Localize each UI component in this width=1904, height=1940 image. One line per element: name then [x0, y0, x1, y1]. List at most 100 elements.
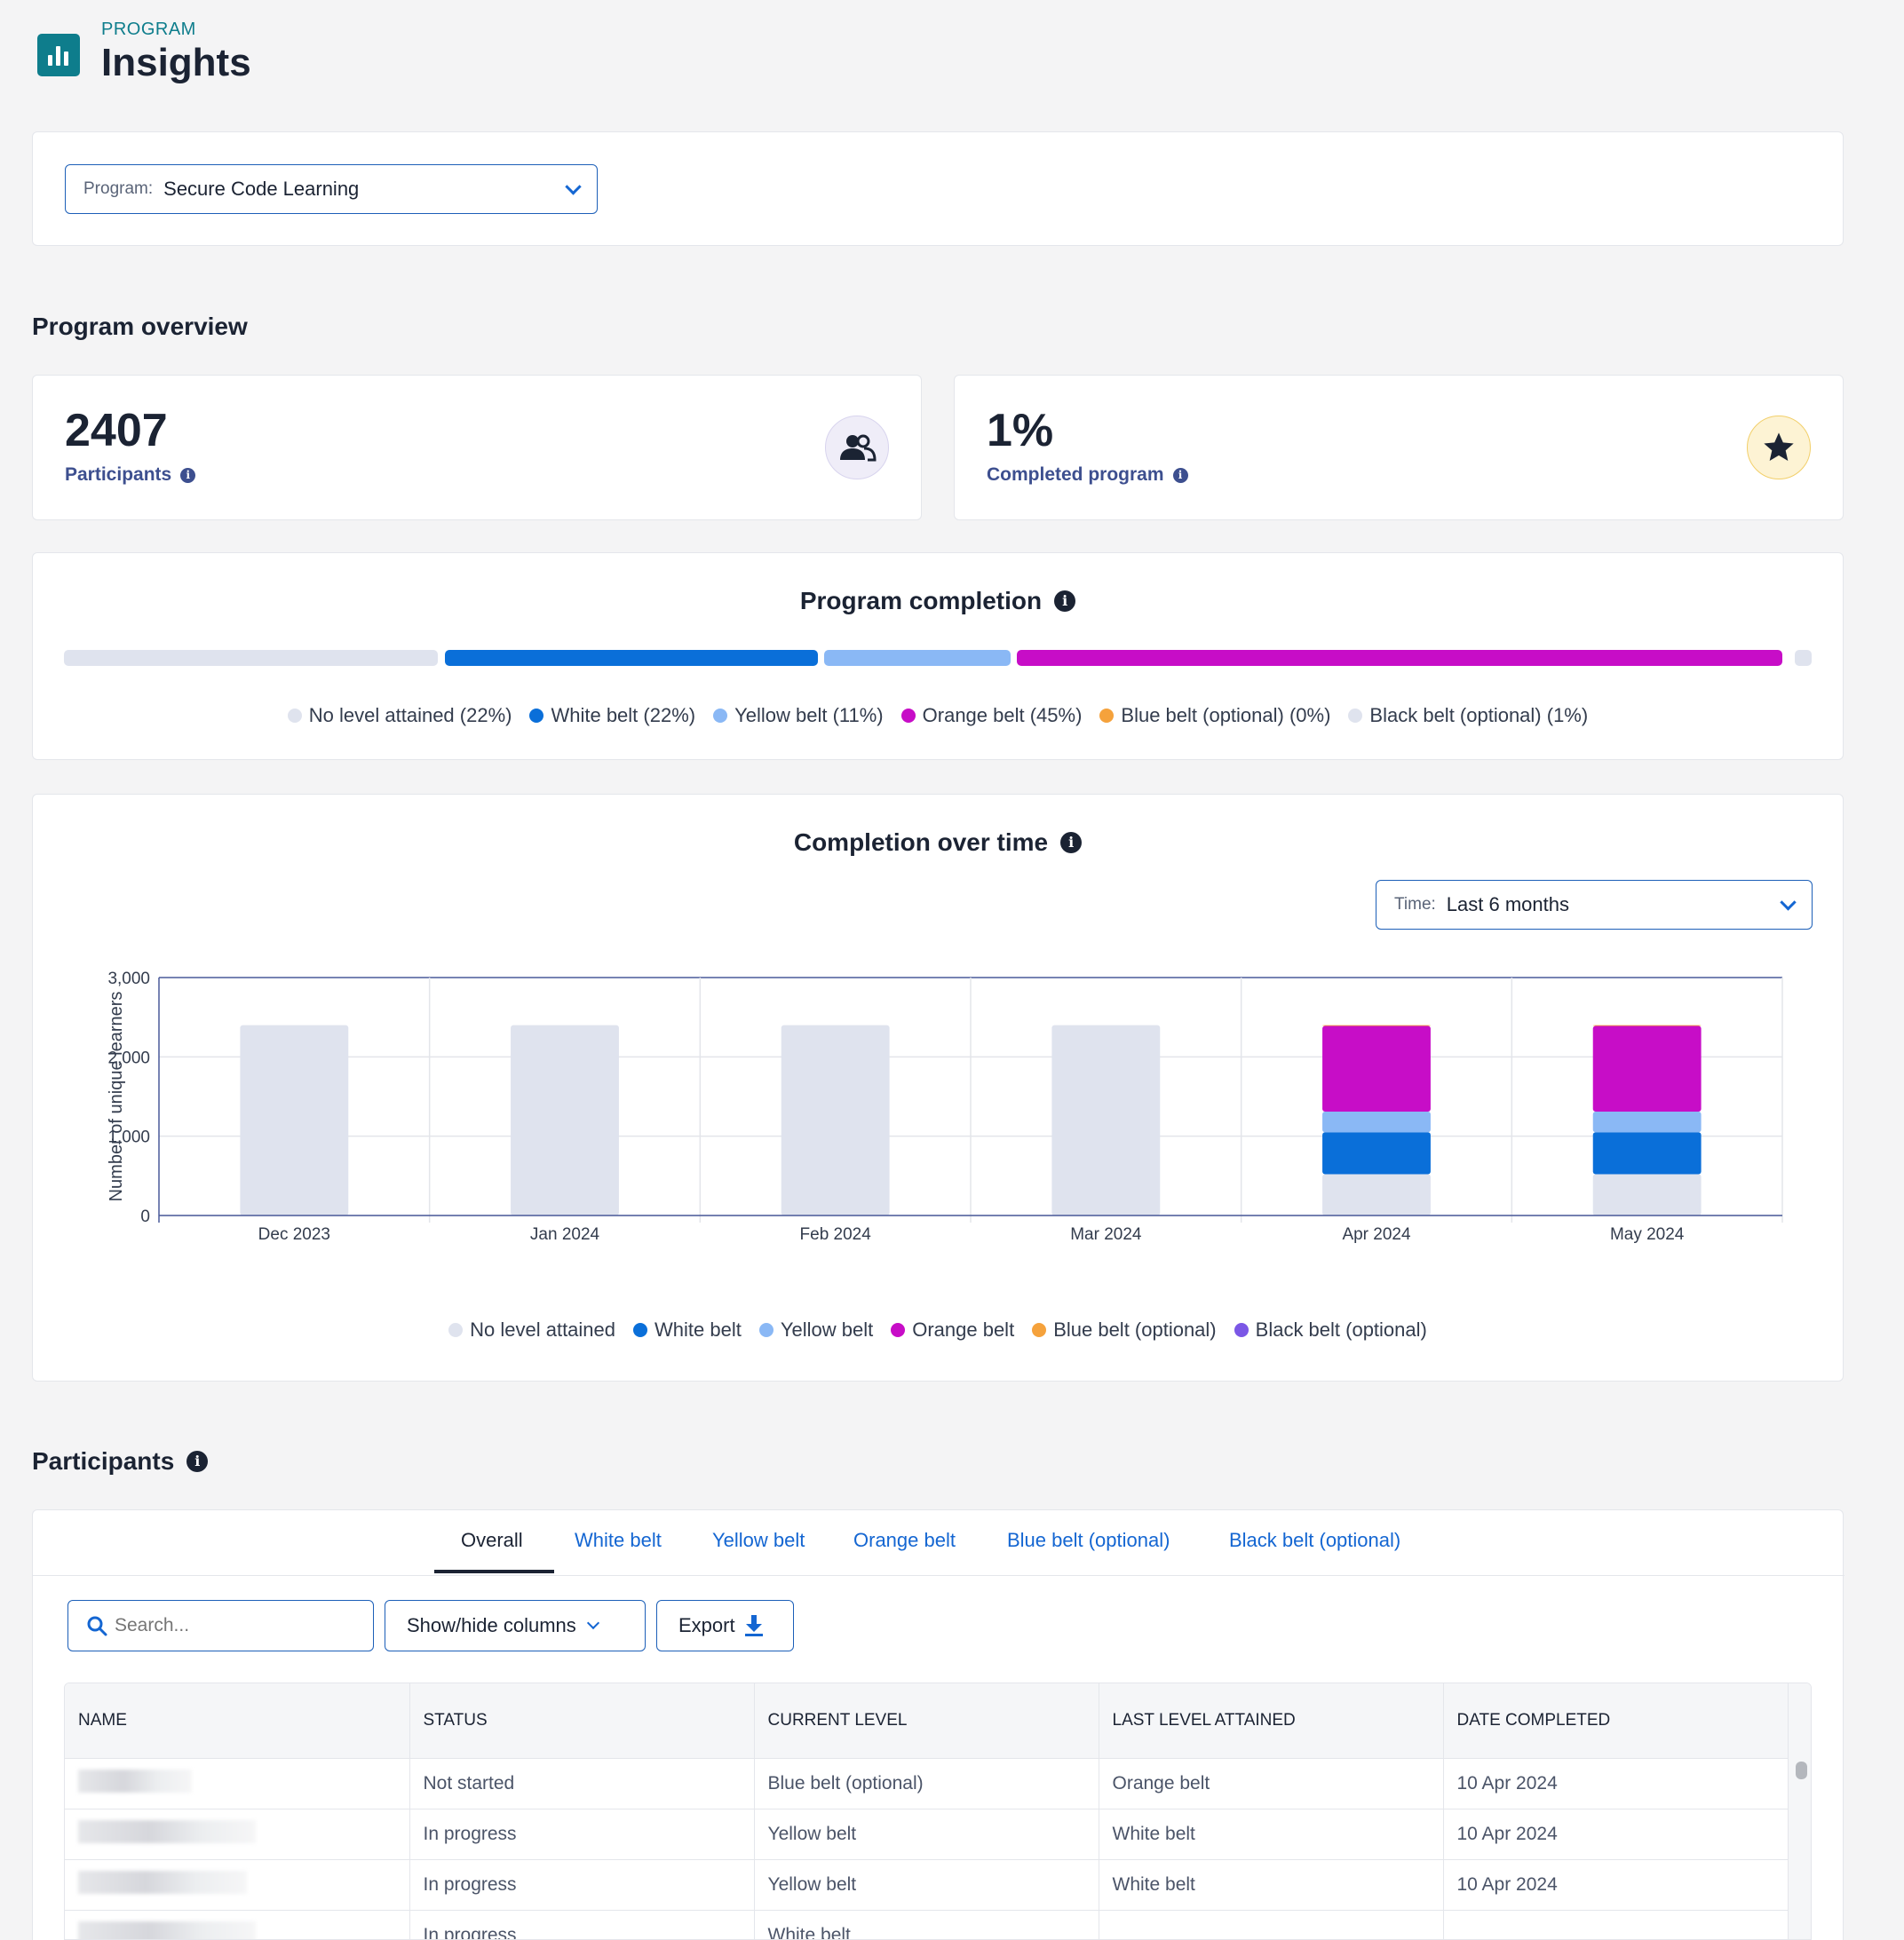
participants-header: Participants i: [32, 1447, 209, 1476]
legend-label: Yellow belt: [780, 1318, 874, 1341]
completion-over-time-title: Completion over time i: [33, 828, 1843, 857]
table-row[interactable]: In progress Yellow belt White belt 10 Ap…: [65, 1859, 1789, 1911]
info-icon[interactable]: i: [1172, 467, 1188, 483]
scrollbar-thumb[interactable]: [1796, 1762, 1807, 1779]
completion-legend-item[interactable]: White belt (22%): [529, 704, 695, 727]
time-legend-item[interactable]: Blue belt (optional): [1032, 1318, 1217, 1342]
bar-yellow-belt: [1322, 1111, 1431, 1133]
completion-over-time-chart: 0 1,000 2,000 3,000 Dec 2023 Jan 2024 Feb 2024…: [107, 970, 1783, 1244]
time-legend-item[interactable]: Yellow belt: [758, 1318, 874, 1342]
export-button[interactable]: Export: [656, 1600, 794, 1651]
table-row[interactable]: Not started Blue belt (optional) Orange …: [65, 1758, 1789, 1809]
users-icon: [825, 416, 889, 479]
time-legend-item[interactable]: No level attained: [448, 1318, 615, 1342]
tab-orange-belt[interactable]: Orange belt: [853, 1529, 956, 1551]
tab-black-belt-optional[interactable]: Black belt (optional): [1229, 1529, 1401, 1551]
tab-white-belt[interactable]: White belt: [575, 1529, 662, 1551]
info-icon[interactable]: i: [1054, 590, 1076, 612]
status-cell: In progress: [409, 1859, 755, 1911]
time-select[interactable]: Time: Last 6 months: [1376, 880, 1813, 930]
tabs-divider: [33, 1575, 1844, 1576]
legend-dot: [891, 1323, 906, 1337]
completion-legend-item[interactable]: Blue belt (optional) (0%): [1099, 704, 1330, 727]
table-scrollbar[interactable]: [1788, 1683, 1811, 1939]
chevron-down-icon: [586, 1616, 599, 1630]
column-header-name[interactable]: NAME: [65, 1683, 410, 1759]
legend-label: White belt (22%): [551, 704, 696, 726]
chevron-down-icon: [565, 178, 582, 195]
x-tick-label: Feb 2024: [800, 1225, 872, 1244]
tab-blue-belt-optional[interactable]: Blue belt (optional): [1007, 1529, 1170, 1551]
tab-overall[interactable]: Overall: [461, 1529, 523, 1551]
date-completed-cell: [1443, 1910, 1789, 1939]
completion-segment-orange-belt: [1017, 650, 1782, 666]
bar-no-level-attained: [1051, 1025, 1161, 1215]
table-header-row: NAME STATUS CURRENT LEVEL LAST LEVEL ATT…: [65, 1683, 1789, 1759]
tab-yellow-belt[interactable]: Yellow belt: [712, 1529, 805, 1551]
participants-table: NAME STATUS CURRENT LEVEL LAST LEVEL ATT…: [65, 1683, 1789, 1939]
current-level-cell: Yellow belt: [754, 1859, 1099, 1911]
time-legend-item[interactable]: Orange belt: [891, 1318, 1014, 1342]
program-select-label: Program:: [83, 179, 154, 198]
search-field[interactable]: [67, 1600, 374, 1651]
completed-percent: 1%: [987, 405, 1054, 456]
completion-segment-no-level: [64, 650, 438, 666]
completion-legend-item[interactable]: Yellow belt (11%): [713, 704, 884, 727]
download-icon: [744, 1615, 763, 1636]
completion-segment-black-belt: [1795, 650, 1812, 666]
redacted-name: [78, 1769, 192, 1793]
page-title: Insights: [101, 41, 251, 84]
legend-label: White belt: [654, 1318, 742, 1341]
completion-over-time-legend: No level attained White belt Yellow belt Or…: [33, 1318, 1843, 1342]
participants-title: Participants: [32, 1447, 175, 1475]
completed-stat-label: Completed program i: [987, 464, 1188, 486]
search-input[interactable]: [115, 1615, 354, 1636]
legend-dot: [287, 709, 302, 723]
table-row[interactable]: In progress Yellow belt White belt 10 Ap…: [65, 1809, 1789, 1860]
info-icon[interactable]: i: [186, 1451, 209, 1472]
bar-orange-belt: [1592, 1025, 1702, 1112]
redacted-name: [78, 1870, 247, 1894]
legend-dot: [529, 709, 544, 723]
current-level-cell: Blue belt (optional): [754, 1758, 1099, 1809]
completion-segment-white-belt: [445, 650, 818, 666]
show-hide-columns-button[interactable]: Show/hide columns: [385, 1600, 646, 1651]
info-icon[interactable]: i: [180, 467, 196, 483]
legend-label: No level attained: [470, 1318, 616, 1341]
time-select-label: Time:: [1394, 895, 1436, 914]
legend-dot: [713, 709, 728, 723]
legend-dot: [1348, 709, 1363, 723]
completion-over-time-card: Completion over time i Time: Last 6 mont…: [32, 794, 1844, 1382]
bar-white-belt: [1592, 1132, 1702, 1175]
column-header-current-level[interactable]: CURRENT LEVEL: [754, 1683, 1099, 1759]
column-header-last-level[interactable]: LAST LEVEL ATTAINED: [1099, 1683, 1444, 1759]
x-tick-label: May 2024: [1610, 1225, 1685, 1244]
legend-dot: [758, 1323, 774, 1337]
x-tick-label: Apr 2024: [1342, 1225, 1411, 1244]
show-hide-columns-label: Show/hide columns: [407, 1614, 576, 1636]
star-icon: [1747, 416, 1811, 479]
bar-white-belt: [1322, 1132, 1431, 1175]
bar-yellow-belt: [1592, 1111, 1702, 1133]
legend-label: Blue belt (optional) (0%): [1121, 704, 1331, 726]
table-row[interactable]: In progress White belt: [65, 1910, 1789, 1939]
bar-no-level-attained: [511, 1025, 619, 1215]
program-select[interactable]: Program: Secure Code Learning: [65, 164, 598, 214]
legend-dot: [1099, 709, 1115, 723]
export-label: Export: [678, 1614, 735, 1636]
legend-label: Black belt (optional) (1%): [1369, 704, 1589, 726]
column-header-status[interactable]: STATUS: [409, 1683, 755, 1759]
last-level-cell: [1099, 1910, 1444, 1939]
program-completion-legend: No level attained (22%) White belt (22%) Y…: [33, 704, 1843, 727]
legend-dot: [448, 1323, 464, 1337]
participants-count: 2407: [65, 405, 168, 456]
info-icon[interactable]: i: [1060, 832, 1083, 853]
legend-label: Black belt (optional): [1255, 1318, 1427, 1341]
completion-legend-item[interactable]: Black belt (optional) (1%): [1348, 704, 1588, 727]
time-legend-item[interactable]: White belt: [633, 1318, 742, 1342]
completion-legend-item[interactable]: No level attained (22%): [287, 704, 512, 727]
time-legend-item[interactable]: Black belt (optional): [1234, 1318, 1427, 1342]
column-header-date-completed[interactable]: DATE COMPLETED: [1443, 1683, 1789, 1759]
completion-legend-item[interactable]: Orange belt (45%): [900, 704, 1082, 727]
date-completed-cell: 10 Apr 2024: [1443, 1809, 1789, 1860]
